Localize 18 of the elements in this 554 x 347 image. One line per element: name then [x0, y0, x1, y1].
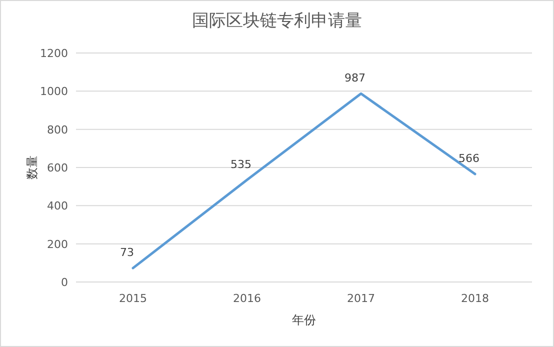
- data-label: 535: [230, 158, 252, 171]
- y-tick-label: 600: [47, 162, 68, 174]
- x-tick-label: 2016: [233, 292, 261, 305]
- x-tick-label: 2018: [461, 292, 489, 305]
- data-label: 73: [120, 246, 134, 260]
- x-tick-label: 2015: [119, 292, 147, 305]
- y-tick-label: 200: [47, 238, 68, 251]
- y-tick-label: 400: [47, 200, 68, 213]
- y-tick-label: 1200: [40, 47, 68, 60]
- x-tick-label: 2017: [347, 292, 375, 305]
- data-label: 987: [344, 72, 366, 85]
- y-tick-label: 800: [47, 123, 68, 136]
- x-axis-title: 年份: [292, 313, 316, 327]
- y-axis-title: 数量: [25, 156, 39, 180]
- data-label: 566: [458, 152, 480, 165]
- y-tick-label: 1000: [40, 85, 68, 98]
- chart-title: 国际区块链专利申请量: [192, 11, 362, 31]
- y-tick-label: 0: [61, 276, 68, 289]
